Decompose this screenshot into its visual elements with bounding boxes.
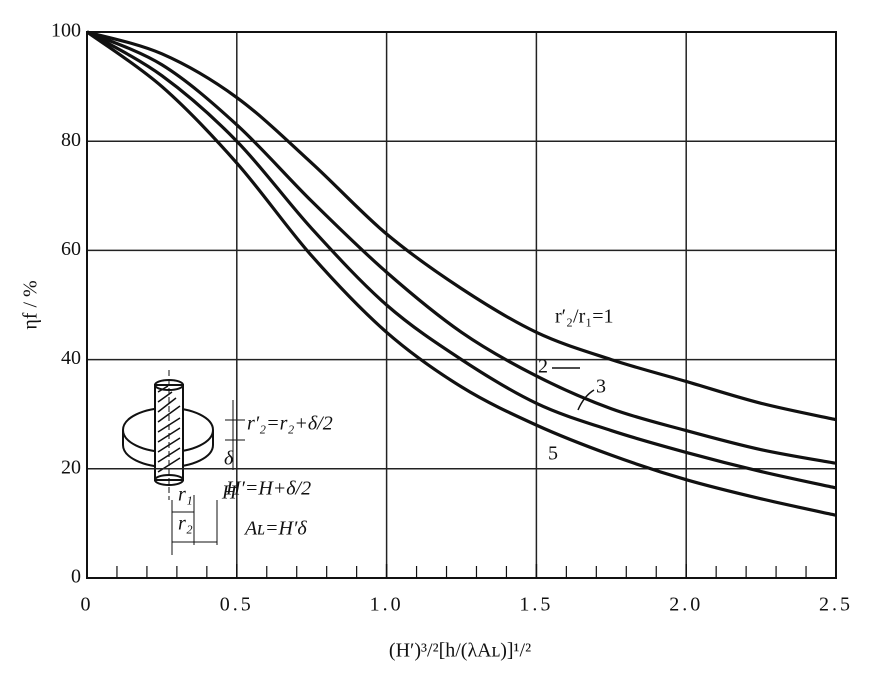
curve	[86, 30, 837, 465]
diagram-label: r₁	[178, 484, 193, 506]
diagram-label: r₂	[178, 513, 193, 535]
y-tick-label: 0	[71, 566, 81, 588]
legend-label: 5	[548, 443, 558, 465]
diagram-label: Aʟ=H′δ	[243, 518, 307, 540]
y-tick-label: 40	[61, 347, 81, 369]
curve	[86, 30, 837, 517]
y-tick-label: 60	[61, 238, 81, 260]
diagram-label: δ	[224, 448, 234, 470]
curve	[86, 30, 837, 490]
legend-label: r′₂/r₁=1	[555, 306, 613, 328]
diagram-label: H′=H+δ/2	[225, 478, 311, 500]
x-tick-label: 1.5	[519, 594, 553, 616]
plot-frame	[86, 31, 837, 579]
x-tick-label: 1.0	[370, 594, 404, 616]
x-tick-label: 2.5	[819, 594, 853, 616]
y-tick-label: 100	[51, 20, 81, 42]
y-tick-label: 20	[61, 456, 81, 478]
legend-label: 2	[538, 356, 548, 378]
legend-label: 3	[596, 376, 606, 398]
diagram-label: r′₂=r₂+δ/2	[247, 413, 333, 435]
x-tick-label: 0	[81, 594, 94, 616]
y-axis-title: ηf / %	[20, 280, 42, 329]
fin-diagram	[122, 370, 245, 555]
x-axis-title: (H′)³/²[h/(λAʟ)]¹/²	[389, 640, 531, 662]
x-tick-label: 2.0	[669, 594, 703, 616]
y-tick-label: 80	[61, 129, 81, 151]
diagram-label: H	[221, 482, 238, 504]
x-tick-label: 0.5	[220, 594, 254, 616]
leader	[577, 389, 595, 411]
curve	[86, 30, 837, 422]
